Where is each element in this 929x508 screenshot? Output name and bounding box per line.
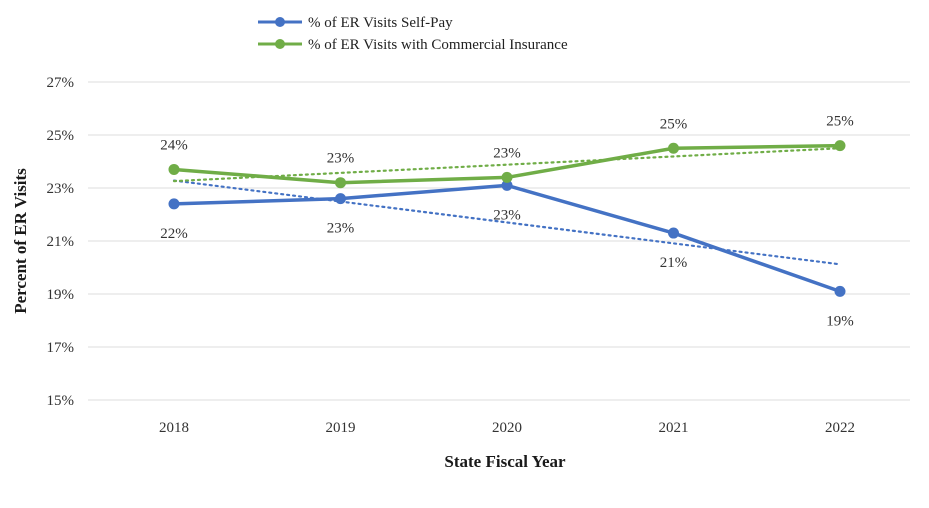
data-label: 23% xyxy=(327,221,355,237)
data-point xyxy=(834,140,846,152)
x-tick-label: 2018 xyxy=(159,420,189,436)
data-label: 19% xyxy=(826,313,854,329)
x-tick-label: 2021 xyxy=(659,420,689,436)
data-point xyxy=(834,285,846,297)
data-label: 21% xyxy=(660,255,688,271)
y-tick-label: 19% xyxy=(47,287,75,303)
y-axis-title: Percent of ER Visits xyxy=(11,168,30,314)
gridlines xyxy=(88,81,910,401)
legend-label-commercial: % of ER Visits with Commercial Insurance xyxy=(308,37,568,53)
data-point xyxy=(335,193,346,205)
y-tick-label: 15% xyxy=(47,393,75,409)
legend-item-self-pay: % of ER Visits Self-Pay xyxy=(258,15,453,31)
legend-label-self-pay: % of ER Visits Self-Pay xyxy=(308,15,453,31)
series-line-0 xyxy=(173,183,841,294)
y-axis-ticks: 15% 17% 19% 21% 23% 25% 27% xyxy=(47,75,75,409)
y-tick-label: 25% xyxy=(47,128,75,144)
legend-marker-self-pay xyxy=(275,17,285,27)
x-axis-title: State Fiscal Year xyxy=(444,452,566,471)
trendlines xyxy=(172,147,842,266)
legend-marker-commercial xyxy=(275,39,285,49)
data-point xyxy=(168,163,180,175)
y-tick-label: 21% xyxy=(47,234,75,250)
trendline-0 xyxy=(172,179,842,266)
legend: % of ER Visits Self-Pay % of ER Visits w… xyxy=(258,15,568,53)
x-tick-label: 2019 xyxy=(326,420,356,436)
data-label: 25% xyxy=(660,116,688,132)
x-axis-ticks: 2018 2019 2020 2021 2022 xyxy=(159,420,855,436)
legend-item-commercial: % of ER Visits with Commercial Insurance xyxy=(258,37,568,53)
data-label: 24% xyxy=(160,137,188,153)
data-point xyxy=(501,179,513,191)
data-point xyxy=(501,171,513,183)
y-tick-label: 23% xyxy=(47,181,75,197)
data-label: 23% xyxy=(493,207,521,223)
x-tick-label: 2022 xyxy=(825,420,855,436)
data-label: 23% xyxy=(327,151,355,167)
data-labels: 22% 23% 23% 21% 19% 24% 23% 23% 25% 25% xyxy=(160,114,854,330)
y-tick-label: 17% xyxy=(47,340,75,356)
series-lines xyxy=(168,140,846,297)
x-tick-label: 2020 xyxy=(492,420,522,436)
data-label: 22% xyxy=(160,226,188,242)
data-point xyxy=(168,198,180,210)
data-point xyxy=(668,142,679,154)
data-label: 25% xyxy=(826,114,854,130)
y-tick-label: 27% xyxy=(47,75,75,91)
data-point xyxy=(335,177,346,189)
data-label: 23% xyxy=(493,145,521,161)
data-point xyxy=(668,227,679,239)
